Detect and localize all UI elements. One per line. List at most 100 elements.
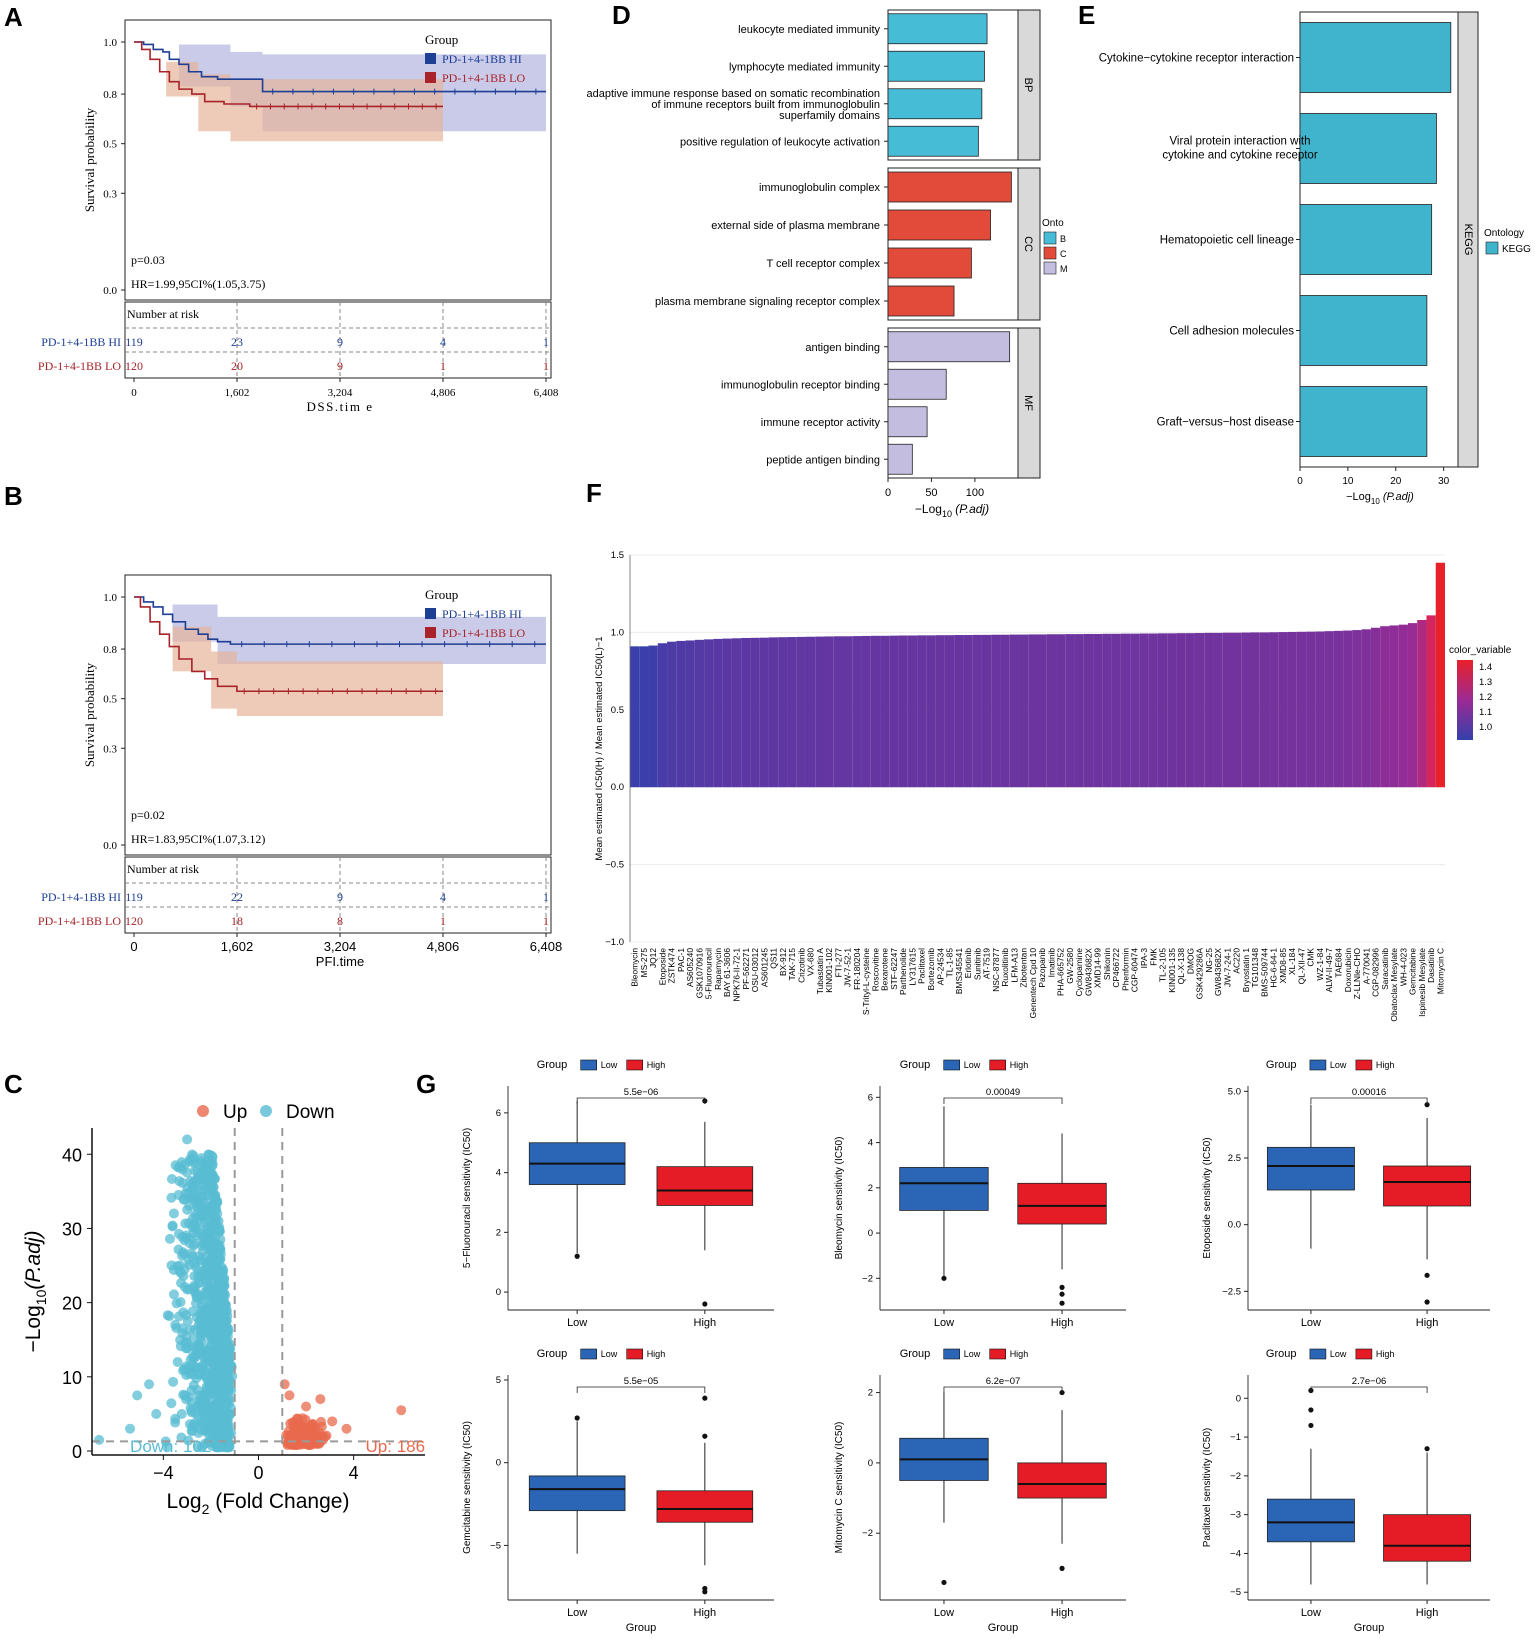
boxplot-x-tick-label: Low xyxy=(934,1607,954,1619)
panel-label-b: B xyxy=(4,481,23,511)
volcano-point-down xyxy=(170,1319,181,1330)
volcano-point-down xyxy=(222,1442,233,1453)
boxplot-legend-label-high: High xyxy=(647,1349,666,1359)
km-x-tick-label: 3,204 xyxy=(324,939,357,954)
boxplot-outlier xyxy=(1308,1407,1314,1413)
boxplot-y-tick-label: 0 xyxy=(868,1458,873,1469)
boxplot-pvalue: 2.7e−06 xyxy=(1352,1376,1387,1387)
ic50-bar xyxy=(731,638,742,788)
ic50-x-tick-label: AP-24534 xyxy=(935,948,945,986)
km-y-tick-label: 0.8 xyxy=(103,89,117,101)
volcano-point-down xyxy=(200,1371,211,1382)
boxplot-x-axis-label: Group xyxy=(626,1622,657,1634)
km-pvalue: p=0.03 xyxy=(131,253,165,267)
ic50-bar xyxy=(1037,634,1047,788)
ic50-x-tick-label: TG101348 xyxy=(1250,948,1260,988)
boxplot-outlier xyxy=(702,1301,708,1307)
km-risk-lo-count: 20 xyxy=(231,359,243,373)
boxplot-y-tick-label: −2 xyxy=(862,1528,873,1539)
ic50-bar xyxy=(1315,631,1325,788)
boxplot-x-tick-label: High xyxy=(694,1607,717,1619)
boxplot-legend-title: Group xyxy=(537,1348,568,1360)
km-hazard-ratio: HR=1.99,95CI%(1.05,3.75) xyxy=(131,277,265,291)
boxplot-y-tick-label: 4 xyxy=(496,1168,501,1179)
volcano-point-down xyxy=(168,1376,179,1387)
volcano-point-down xyxy=(189,1258,200,1269)
km-x-tick-label: 0 xyxy=(130,939,137,954)
volcano-point-down xyxy=(183,1435,194,1446)
ic50-bar xyxy=(1093,633,1103,788)
km-risk-hi-count: 119 xyxy=(125,335,143,349)
boxplot-outlier xyxy=(574,1415,580,1421)
volcano-point-down xyxy=(203,1149,214,1160)
boxplot-legend-label-low: Low xyxy=(601,1349,618,1359)
volcano-point-down xyxy=(168,1208,179,1219)
volcano-point-down xyxy=(188,1150,199,1161)
boxplot-pvalue: 6.2e−07 xyxy=(986,1376,1021,1387)
ic50-bar xyxy=(805,636,816,788)
kegg-legend-label: KEGG xyxy=(1502,244,1531,255)
boxplot-legend-swatch-low xyxy=(1309,1059,1327,1071)
ic50-x-tick-label: Etoposide xyxy=(657,948,667,986)
volcano-point-down xyxy=(184,1368,195,1379)
volcano-point-down xyxy=(191,1312,202,1323)
volcano-point-down xyxy=(182,1316,193,1327)
volcano-point-down xyxy=(173,1162,184,1173)
go-bar xyxy=(887,331,1011,363)
ic50-x-tick-label: BAY 61-3606 xyxy=(722,948,732,997)
volcano-legend-up-label: Up xyxy=(223,1102,247,1123)
boxplot-y-tick-label: −3 xyxy=(1230,1510,1241,1521)
boxplot-x-tick-label: High xyxy=(694,1317,717,1329)
volcano-point-up xyxy=(341,1423,352,1434)
boxplot-x-tick-label: Low xyxy=(1301,1607,1321,1619)
boxplot-y-tick-label: 2 xyxy=(868,1183,873,1194)
volcano-y-tick-label: 0 xyxy=(72,1442,82,1462)
ic50-bar xyxy=(639,646,649,788)
km-risk-row-label: PD-1+4-1BB LO xyxy=(38,359,121,373)
ic50-bar xyxy=(907,635,918,788)
ic50-legend-title: color_variable xyxy=(1449,645,1512,656)
volcano-point-down xyxy=(166,1260,177,1271)
volcano-point-down xyxy=(201,1275,212,1286)
km-risk-lo-count: 1 xyxy=(543,914,549,928)
ic50-x-tick-label: Dasatinib xyxy=(1426,948,1436,983)
ic50-bar xyxy=(1287,631,1297,788)
volcano-point-down xyxy=(125,1423,136,1434)
panel-label-f: F xyxy=(586,478,602,508)
ic50-x-tick-label: MS-275 xyxy=(639,948,649,978)
volcano-point-down xyxy=(168,1289,179,1300)
ic50-y-tick-label: 0.5 xyxy=(611,705,624,716)
ic50-x-tick-label: Bryostatin 1 xyxy=(1241,948,1251,993)
ic50-x-tick-label: CGP-082996 xyxy=(1371,948,1381,997)
volcano-point-down xyxy=(210,1222,221,1233)
ic50-x-tick-label: Zibotentan xyxy=(1019,948,1029,988)
ic50-x-tick-label: KIN001-135 xyxy=(1167,948,1177,993)
ic50-bar xyxy=(1009,634,1019,788)
volcano-point-up xyxy=(327,1416,338,1427)
boxplot-x-tick-label: Low xyxy=(1301,1317,1321,1329)
volcano-point-up xyxy=(321,1430,332,1441)
volcano-point-down xyxy=(211,1314,222,1325)
go-bar xyxy=(887,209,991,241)
ic50-x-tick-label: Tubastatin A xyxy=(815,948,825,995)
km-y-tick-label: 0.3 xyxy=(103,743,117,755)
volcano-point-down xyxy=(210,1192,221,1203)
kegg-strip xyxy=(1457,11,1479,468)
panel-label-g: G xyxy=(416,1069,436,1099)
boxplot-y-tick-label: 4 xyxy=(868,1138,873,1149)
ic50-x-tick-label: Obatoclax Mesylate xyxy=(1389,948,1399,1022)
ic50-x-tick-label: NSC-87877 xyxy=(991,948,1001,992)
boxplot-x-tick-label: Low xyxy=(567,1317,587,1329)
volcano-point-down xyxy=(200,1174,211,1185)
boxplot-panel: Group Low High 0 2 4 6 5−Fluorouracil sensitivi… xyxy=(462,1059,774,1329)
go-legend-label: C xyxy=(1060,249,1067,259)
volcano-point-down xyxy=(178,1389,189,1400)
ic50-x-tick-label: Ispinesib Mesylate xyxy=(1417,948,1427,1017)
volcano-y-axis-label: −Log10(P.adj) xyxy=(22,1230,49,1352)
ic50-x-tick-label: CMK xyxy=(1306,948,1316,967)
ic50-bar xyxy=(1333,630,1344,788)
boxplot-panel: Group Low High −2.5 0.0 2.5 5.0 Etoposide sensi… xyxy=(1202,1059,1490,1329)
ic50-x-tick-label: 5-Fluorouracil xyxy=(704,948,714,999)
ic50-x-tick-label: VX-680 xyxy=(806,948,816,976)
volcano-point-down xyxy=(215,1399,226,1410)
